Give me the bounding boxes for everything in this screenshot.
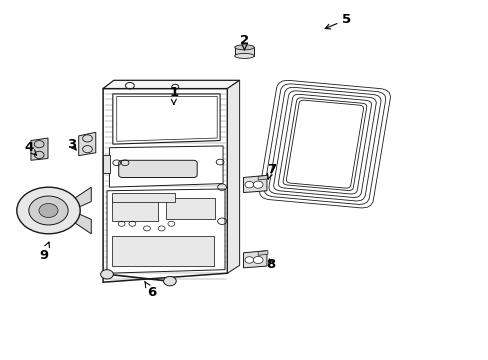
Polygon shape [258, 251, 267, 255]
Circle shape [244, 181, 253, 188]
Bar [234, 47, 254, 56]
Polygon shape [107, 189, 224, 273]
Polygon shape [243, 251, 266, 268]
Circle shape [17, 187, 80, 234]
Bar [166, 198, 215, 220]
Ellipse shape [234, 45, 254, 50]
Circle shape [39, 203, 58, 217]
Circle shape [101, 270, 113, 279]
Ellipse shape [234, 53, 254, 58]
Text: 1: 1 [169, 86, 178, 104]
Bar [112, 193, 175, 202]
Text: 4: 4 [24, 141, 37, 155]
Bar [112, 198, 158, 221]
FancyBboxPatch shape [286, 100, 363, 188]
Text: 7: 7 [266, 163, 275, 179]
Text: 5: 5 [325, 13, 351, 29]
Polygon shape [79, 132, 96, 156]
Text: 6: 6 [144, 281, 156, 300]
Text: 9: 9 [39, 242, 49, 262]
Polygon shape [109, 146, 223, 187]
Circle shape [29, 196, 68, 225]
Text: 3: 3 [67, 138, 76, 150]
Circle shape [253, 256, 263, 264]
Bar [112, 235, 214, 266]
Polygon shape [103, 80, 239, 89]
Circle shape [253, 181, 263, 188]
Circle shape [244, 257, 253, 263]
Text: 8: 8 [266, 258, 275, 271]
Circle shape [163, 276, 176, 286]
Polygon shape [31, 138, 48, 160]
FancyBboxPatch shape [119, 160, 197, 177]
Text: 2: 2 [240, 33, 248, 50]
Polygon shape [113, 94, 220, 144]
Polygon shape [227, 80, 239, 273]
Polygon shape [258, 175, 267, 180]
Polygon shape [66, 187, 91, 234]
Polygon shape [103, 155, 110, 173]
Polygon shape [243, 175, 266, 193]
